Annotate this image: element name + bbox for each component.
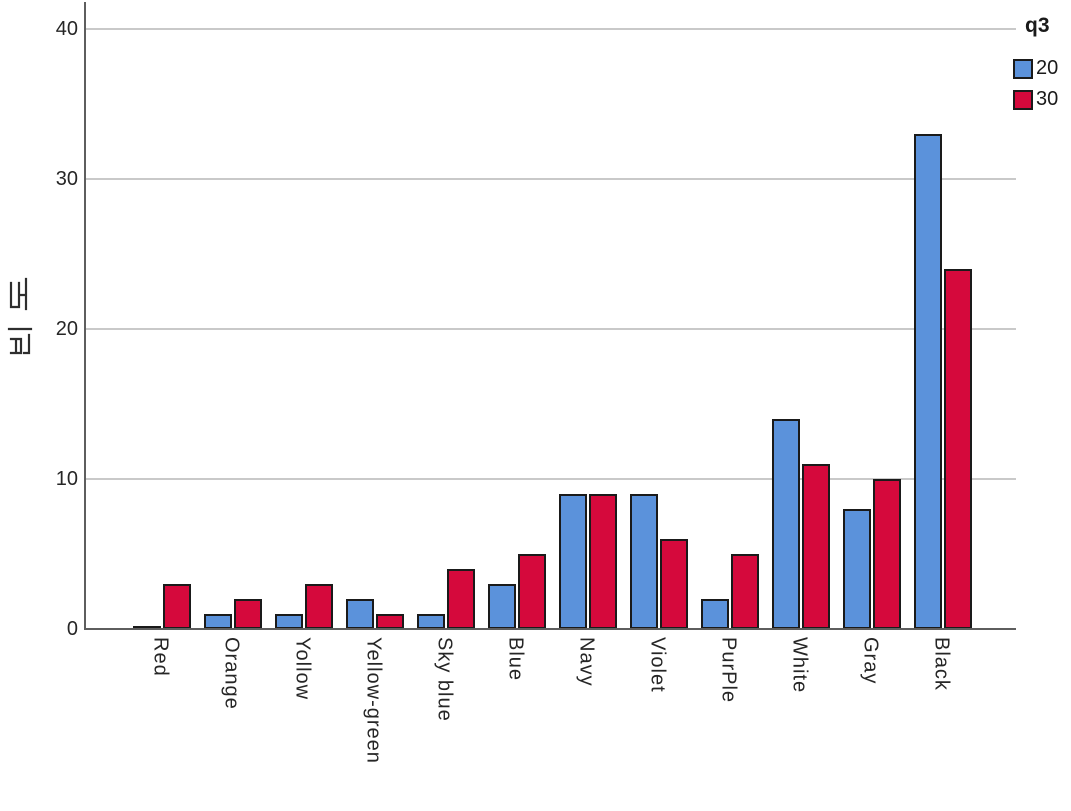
bar-20-Blue xyxy=(487,584,516,629)
x-tick-label: Yollow xyxy=(291,637,314,701)
bar-20-PurPle xyxy=(700,599,729,629)
x-tick-label: Red xyxy=(149,637,172,677)
bar-30-Navy xyxy=(588,494,617,629)
x-tick-label: Sky blue xyxy=(433,637,456,722)
bar-30-Black xyxy=(943,269,972,629)
x-tick-label: Navy xyxy=(575,637,598,687)
gridline xyxy=(85,178,1016,180)
bar-20-Violet xyxy=(629,494,658,629)
legend-swatch xyxy=(1013,58,1033,79)
x-tick-label: Yellow-green xyxy=(362,637,385,764)
bar-30-PurPle xyxy=(730,554,759,629)
bar-30-Violet xyxy=(659,539,688,629)
bar-30-Red xyxy=(162,584,191,629)
legend-entries: 20 30 xyxy=(1013,57,1059,120)
bar-30-Yellow-green xyxy=(375,614,404,629)
gridline xyxy=(85,28,1016,30)
y-tick-label: 30 xyxy=(55,168,78,190)
x-tick-label: Blue xyxy=(504,637,527,682)
y-tick-label: 40 xyxy=(55,18,78,40)
bar-20-Gray xyxy=(842,509,871,629)
bar-30-Orange xyxy=(233,599,262,629)
hangul-ylabel-glyphs xyxy=(7,277,33,355)
y-tick-label: 20 xyxy=(55,318,78,340)
bar-20-Navy xyxy=(558,494,587,629)
x-tick-label: Gray xyxy=(859,637,882,685)
y-tick-label: 10 xyxy=(55,468,78,490)
x-tick-label: Violet xyxy=(646,637,669,693)
bar-20-Sky blue xyxy=(416,614,445,629)
x-axis-line xyxy=(84,628,1016,630)
legend-label: 20 xyxy=(1036,57,1059,79)
legend-title: q3 xyxy=(1025,14,1050,37)
legend-entry: 30 xyxy=(1013,88,1059,110)
bar-30-Blue xyxy=(517,554,546,629)
gridline xyxy=(85,328,1016,330)
legend-swatch xyxy=(1013,89,1033,110)
x-tick-label: PurPle xyxy=(717,637,740,704)
y-tick-label: 0 xyxy=(66,618,78,640)
bar-20-White xyxy=(771,419,800,629)
bar-20-Black xyxy=(913,134,942,629)
bar-30-Gray xyxy=(872,479,901,629)
bar-20-Orange xyxy=(203,614,232,629)
bar-30-White xyxy=(801,464,830,629)
bar-30-Yollow xyxy=(304,584,333,629)
legend-entry: 20 xyxy=(1013,57,1059,79)
gridline xyxy=(85,478,1016,480)
x-tick-label: Black xyxy=(930,637,953,691)
bar-30-Sky blue xyxy=(446,569,475,629)
y-axis-line xyxy=(84,2,86,630)
legend-label: 30 xyxy=(1036,88,1059,110)
bar-20-Yellow-green xyxy=(345,599,374,629)
x-tick-label: Orange xyxy=(220,637,243,710)
x-tick-label: White xyxy=(788,637,811,694)
bar-20-Yollow xyxy=(274,614,303,629)
